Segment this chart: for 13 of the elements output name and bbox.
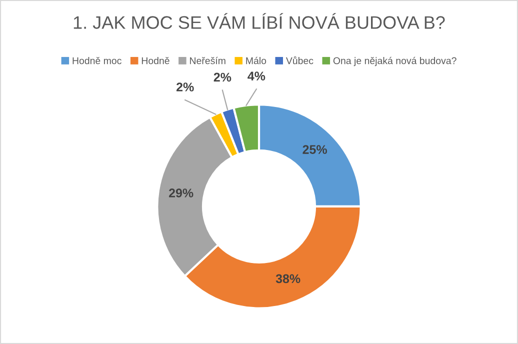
data-label: 4% [248, 72, 266, 80]
data-label: 25% [302, 145, 327, 154]
data-label: 2% [176, 82, 194, 92]
data-label: 38% [276, 274, 300, 284]
legend-label: Hodně [142, 56, 170, 64]
legend-label: Málo [246, 56, 266, 64]
legend-label: Hodně moc [72, 56, 122, 64]
data-label: 2% [214, 72, 232, 82]
legend-label: Neřeším [190, 56, 226, 64]
data-label: 29% [168, 188, 194, 198]
legend-label: Vůbec [286, 56, 314, 64]
chart-title: 1. JAK MOC SE VÁM LÍBÍ NOVÁ BUDOVA B? [74, 13, 445, 29]
legend-label: Ona je nějaká nová budova? [333, 56, 456, 66]
